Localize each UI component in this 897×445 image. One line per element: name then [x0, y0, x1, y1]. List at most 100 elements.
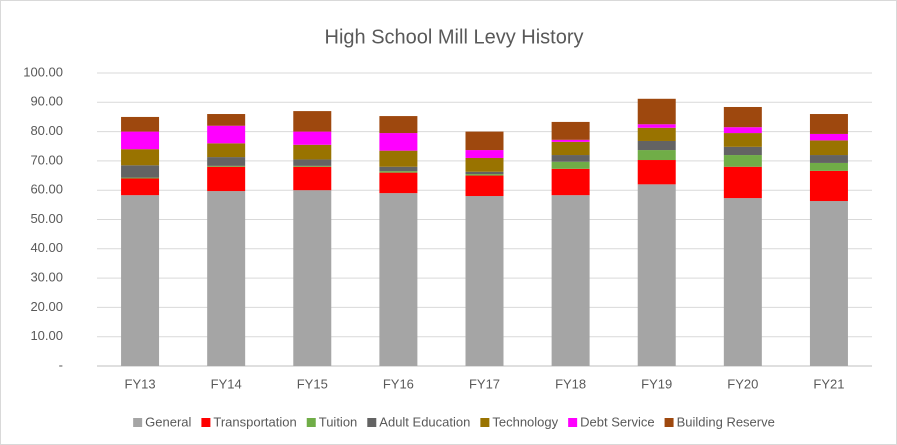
bar-segment: [637, 140, 676, 151]
bar-segment: [121, 177, 160, 179]
bar-segment: [465, 171, 504, 175]
bar-segment: [379, 150, 418, 167]
legend-label: Debt Service: [580, 414, 654, 429]
bar-segment: [723, 127, 762, 134]
y-tick-label: 90.00: [30, 94, 63, 109]
legend-swatch: [664, 418, 674, 427]
bar-segment: [465, 150, 504, 158]
bar-segment: [207, 165, 246, 167]
legend-label: Tuition: [319, 414, 358, 429]
bar-segment: [637, 127, 676, 141]
y-tick-label: 50.00: [30, 211, 63, 226]
bar-segment: [379, 133, 418, 151]
bar-segment: [465, 131, 504, 151]
x-tick-label: FY17: [469, 376, 500, 391]
bar-segment: [809, 155, 848, 163]
bar-segment: [637, 150, 676, 161]
bar-segment: [637, 184, 676, 366]
bar-segment: [121, 165, 160, 178]
legend-label: General: [145, 414, 191, 429]
bar-segment: [809, 140, 848, 156]
legend-swatch: [306, 418, 316, 427]
bar-segment: [207, 166, 246, 192]
bar-segment: [809, 170, 848, 202]
bar-segment: [207, 143, 246, 158]
y-tick-label: -: [59, 357, 63, 372]
bar-segment: [809, 133, 848, 141]
bar-segment: [207, 191, 246, 366]
legend-label: Adult Education: [379, 414, 470, 429]
bar-segment: [551, 139, 590, 142]
chart-title: High School Mill Levy History: [325, 26, 584, 48]
bar-segment: [293, 165, 332, 167]
bar-segment: [121, 195, 160, 366]
bar-segment: [379, 166, 418, 172]
bar-segment: [637, 160, 676, 185]
legend-swatch: [480, 418, 490, 427]
y-tick-label: 20.00: [30, 299, 63, 314]
bar-segment: [465, 175, 504, 197]
bar-segment: [379, 116, 418, 134]
bar-segment: [293, 111, 332, 132]
bar-segment: [207, 125, 246, 144]
bar-segment: [293, 159, 332, 166]
bar-segment: [723, 166, 762, 199]
x-tick-label: FY20: [727, 376, 758, 391]
bar-segment: [207, 157, 246, 166]
bar-segment: [551, 168, 590, 196]
bar-segment: [121, 149, 160, 166]
bar-segment: [379, 171, 418, 173]
bar-segment: [723, 198, 762, 366]
x-tick-label: FY18: [555, 376, 586, 391]
bar-segment: [723, 146, 762, 156]
bar-segment: [379, 172, 418, 194]
y-tick-label: 70.00: [30, 152, 63, 167]
bar-segment: [293, 131, 332, 145]
bar-segment: [723, 106, 762, 128]
bar-segment: [551, 121, 590, 140]
bar-segment: [637, 98, 676, 125]
bar-segment: [809, 114, 848, 134]
legend-swatch: [201, 418, 211, 427]
legend-swatch: [133, 418, 143, 427]
x-tick-label: FY13: [125, 376, 156, 391]
bar-segment: [207, 114, 246, 126]
x-tick-label: FY16: [383, 376, 414, 391]
x-tick-label: FY15: [297, 376, 328, 391]
bar-segment: [121, 131, 160, 150]
bar-segment: [551, 155, 590, 162]
legend-label: Transportation: [213, 414, 296, 429]
bar-segment: [723, 155, 762, 167]
legend-label: Technology: [492, 414, 558, 429]
bar-segment: [637, 124, 676, 128]
legend-swatch: [367, 418, 377, 427]
bar-segment: [551, 195, 590, 366]
bar-segment: [293, 190, 332, 366]
bar-segment: [293, 166, 332, 191]
y-tick-label: 100.00: [23, 64, 63, 79]
x-tick-label: FY14: [211, 376, 242, 391]
bar-segment: [809, 201, 848, 366]
bar-segment: [551, 141, 590, 156]
y-tick-label: 10.00: [30, 328, 63, 343]
legend: General Transportation Tuition Adult Educat…: [133, 414, 775, 429]
bar-segment: [809, 162, 848, 171]
bar-segment: [465, 157, 504, 172]
bar-segment: [121, 116, 160, 132]
bar-segment: [723, 133, 762, 147]
bar-segment: [465, 174, 504, 176]
bar-segment: [293, 144, 332, 160]
bar-segment: [121, 178, 160, 196]
x-tick-label: FY19: [641, 376, 672, 391]
bar-segment: [465, 196, 504, 366]
bar-segment: [379, 193, 418, 366]
y-tick-label: 60.00: [30, 182, 63, 197]
bar-segment: [551, 161, 590, 169]
legend-label: Building Reserve: [677, 414, 775, 429]
legend-swatch: [568, 418, 578, 427]
x-tick-label: FY21: [813, 376, 844, 391]
y-tick-label: 30.00: [30, 270, 63, 285]
y-tick-label: 80.00: [30, 123, 63, 138]
y-tick-label: 40.00: [30, 240, 63, 255]
